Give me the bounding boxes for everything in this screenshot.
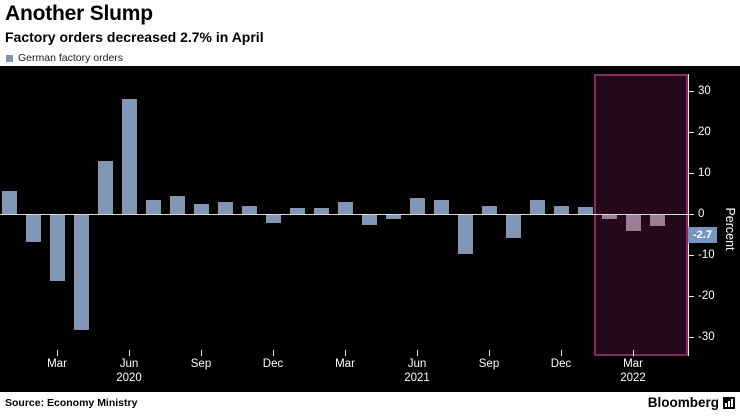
bar-oct-2020 bbox=[217, 201, 233, 214]
source-note: Source: Economy Ministry bbox=[5, 397, 138, 409]
zero-gridline bbox=[0, 214, 688, 215]
y-tick-label: -30 bbox=[698, 331, 715, 343]
y-tick-label: 0 bbox=[698, 208, 705, 220]
y-tick-label: 10 bbox=[698, 167, 711, 179]
x-tick bbox=[489, 350, 490, 356]
y-tick bbox=[688, 173, 694, 174]
bar-feb-2021 bbox=[313, 207, 329, 214]
bloomberg-logo: Bloomberg bbox=[648, 395, 735, 410]
bloomberg-chart-icon bbox=[723, 396, 735, 409]
y-tick bbox=[688, 296, 694, 297]
last-value-label: -2.7 bbox=[688, 227, 717, 244]
legend-swatch-icon bbox=[6, 54, 13, 62]
y-axis-title: Percent bbox=[723, 207, 737, 251]
bar-aug-2020 bbox=[169, 195, 185, 214]
bar-jun-2021 bbox=[409, 197, 425, 214]
y-axis-line bbox=[688, 74, 689, 356]
y-tick bbox=[688, 132, 694, 133]
x-tick-label: Dec bbox=[550, 358, 572, 370]
bar-nov-2020 bbox=[241, 205, 257, 214]
y-tick-label: -10 bbox=[698, 249, 715, 261]
x-tick bbox=[57, 350, 58, 356]
x-year-label: 2020 bbox=[116, 372, 142, 384]
bar-dec-2021 bbox=[553, 205, 569, 214]
bar-apr-2022 bbox=[649, 215, 665, 227]
x-tick-label: Jun bbox=[407, 358, 427, 370]
y-tick bbox=[688, 91, 694, 92]
x-tick bbox=[561, 350, 562, 356]
x-tick bbox=[345, 350, 346, 356]
x-tick bbox=[201, 350, 202, 356]
bar-apr-2020 bbox=[73, 215, 89, 330]
x-tick-label: Mar bbox=[623, 358, 643, 370]
bar-nov-2021 bbox=[529, 199, 545, 214]
y-tick-label: 20 bbox=[698, 126, 711, 138]
x-tick-label: Mar bbox=[335, 358, 355, 370]
x-tick bbox=[633, 350, 634, 356]
bar-jan-2021 bbox=[289, 207, 305, 214]
bar-jan-2022 bbox=[577, 206, 593, 214]
chart-footer: Source: Economy Ministry Bloomberg bbox=[0, 392, 740, 416]
bar-dec-2020 bbox=[265, 215, 281, 224]
x-tick bbox=[273, 350, 274, 356]
chart-header: Another Slump Factory orders decreased 2… bbox=[0, 0, 740, 66]
bar-mar-2022 bbox=[625, 215, 641, 232]
bar-mar-2020 bbox=[49, 215, 65, 281]
bar-apr-2021 bbox=[361, 215, 377, 226]
x-year-label: 2022 bbox=[620, 372, 646, 384]
page-title: Another Slump bbox=[5, 2, 153, 25]
bar-mar-2021 bbox=[337, 201, 353, 214]
y-tick-label: -20 bbox=[698, 290, 715, 302]
bar-sep-2020 bbox=[193, 203, 209, 214]
bar-oct-2021 bbox=[505, 215, 521, 238]
plot-area: 30 20 10 0 -10 -20 -30 Mar Jun 2020 Sep Dec Mar Jun 2… bbox=[0, 66, 740, 392]
x-tick-label: Dec bbox=[262, 358, 284, 370]
x-tick-label: Sep bbox=[478, 358, 500, 370]
x-tick-label: Sep bbox=[190, 358, 212, 370]
bloomberg-wordmark: Bloomberg bbox=[647, 395, 719, 410]
bar-jul-2020 bbox=[145, 199, 161, 214]
x-tick bbox=[129, 350, 130, 356]
bar-feb-2022 bbox=[601, 215, 617, 220]
legend: German factory orders bbox=[6, 52, 123, 64]
bar-jan-2020 bbox=[1, 191, 17, 214]
x-year-label: 2021 bbox=[404, 372, 430, 384]
y-tick bbox=[688, 214, 694, 215]
chart-subtitle: Factory orders decreased 2.7% in April bbox=[5, 29, 264, 45]
x-tick bbox=[417, 350, 418, 356]
y-tick-label: 30 bbox=[698, 85, 711, 97]
bar-may-2020 bbox=[97, 160, 113, 214]
y-tick bbox=[688, 337, 694, 338]
legend-label: German factory orders bbox=[18, 52, 124, 64]
bar-feb-2020 bbox=[25, 215, 41, 242]
bar-sep-2021 bbox=[481, 205, 497, 214]
bar-jul-2021 bbox=[433, 199, 449, 214]
bar-jun-2020 bbox=[121, 99, 137, 214]
x-tick-label: Jun bbox=[119, 358, 139, 370]
bar-may-2021 bbox=[385, 215, 401, 220]
x-tick-label: Mar bbox=[47, 358, 67, 370]
y-tick bbox=[688, 255, 694, 256]
bar-aug-2021 bbox=[457, 215, 473, 254]
